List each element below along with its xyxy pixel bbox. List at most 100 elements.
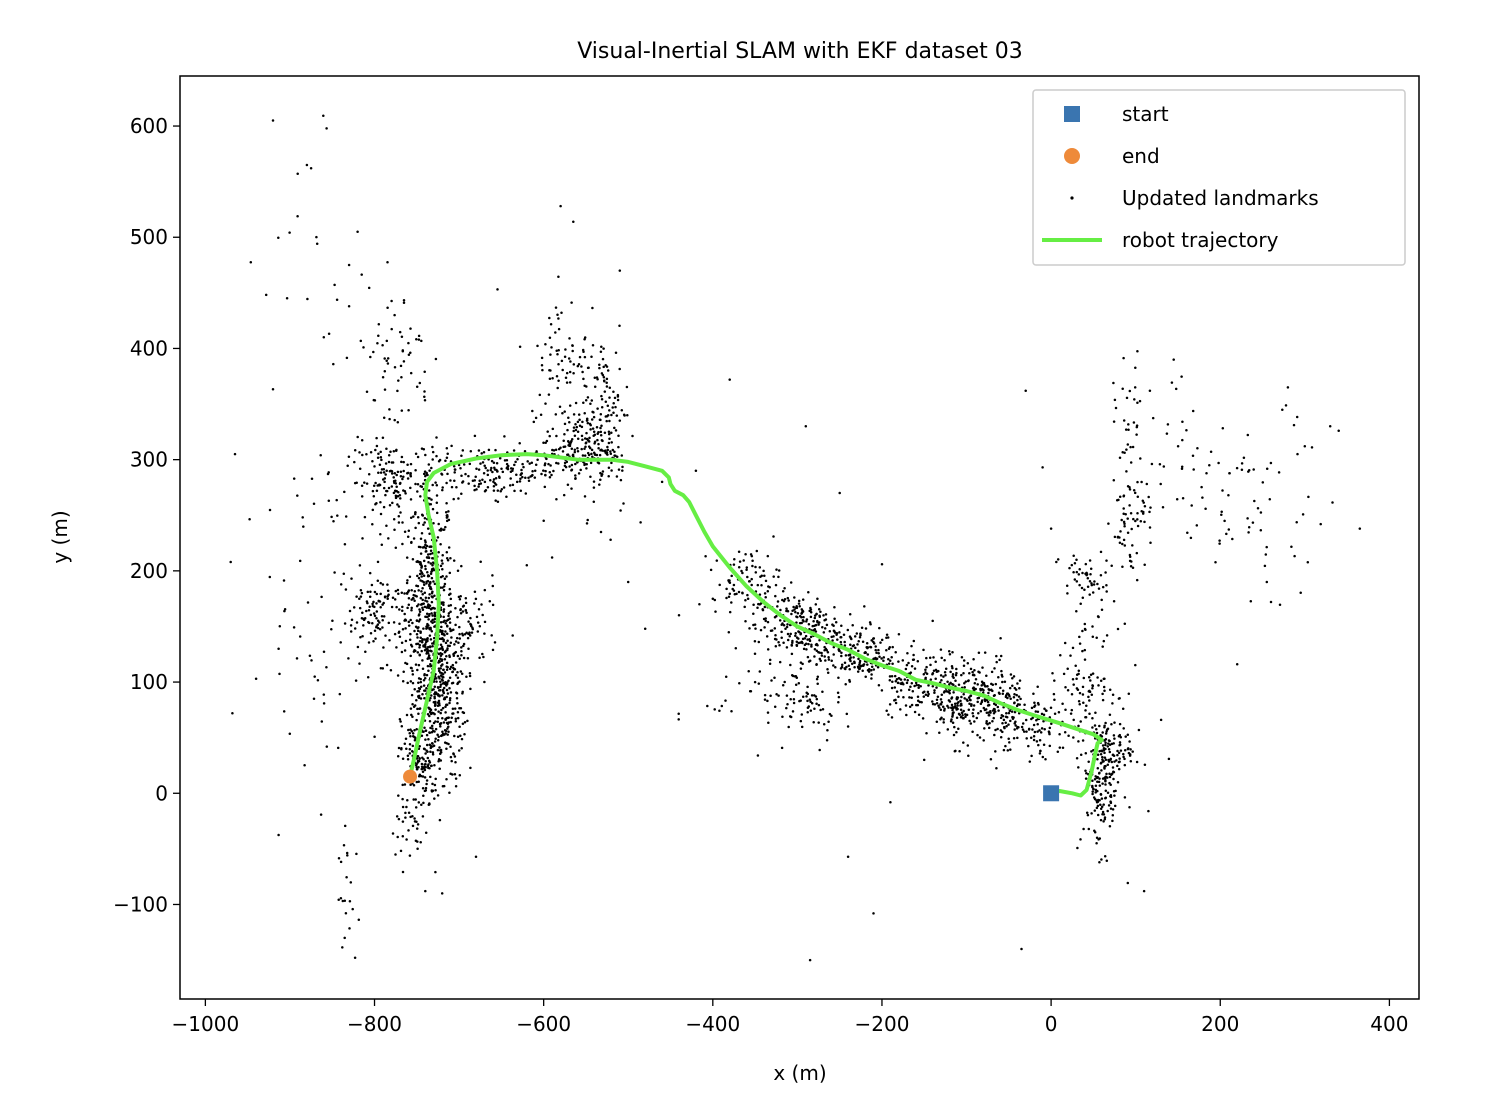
landmark-point [419,680,423,684]
landmark-point [442,603,445,607]
landmark-point [768,662,772,666]
landmark-point [766,554,770,558]
landmark-point [872,912,875,915]
landmark-point [1337,429,1340,432]
landmark-point [1122,520,1126,524]
landmark-point [572,371,575,375]
landmark-point [1037,743,1040,747]
landmark-point [444,711,447,714]
landmark-point [509,470,513,473]
landmark-point [756,606,759,609]
landmark-point [394,853,397,856]
landmark-point [1008,686,1012,690]
landmark-point [404,492,407,495]
landmark-point [1105,772,1108,776]
landmark-point [946,680,949,683]
landmark-point [952,733,956,737]
landmark-point [412,593,415,597]
landmark-point [1073,562,1077,565]
landmark-point [973,688,976,692]
landmark-point [396,420,400,424]
landmark-point [465,631,468,635]
landmark-point [374,637,377,640]
landmark-point [600,424,603,427]
landmark-point [1093,809,1097,812]
landmark-point [563,355,567,358]
landmark-point [415,385,419,388]
landmark-point [572,363,576,366]
landmark-point [428,593,431,596]
landmark-point [1130,560,1133,563]
landmark-point [592,486,596,489]
landmark-point [1071,678,1075,681]
landmark-point [454,674,458,677]
landmark-point [366,676,370,679]
landmark-point [1121,707,1125,711]
landmark-point [880,638,884,642]
landmark-point [744,598,747,602]
landmark-point [1136,518,1139,521]
landmark-point [571,344,574,347]
landmark-point [807,590,810,594]
landmark-point [1131,445,1135,449]
landmark-point [409,371,413,375]
landmark-point [931,700,934,703]
landmark-point [438,767,441,771]
landmark-point [599,433,603,437]
landmark-point [863,605,866,608]
landmark-point [1101,692,1104,696]
landmark-point [436,536,440,539]
landmark-point [447,730,450,733]
landmark-point [1021,728,1025,731]
landmark-point [1052,692,1056,696]
landmark-point [1131,566,1135,569]
landmark-point [994,703,998,707]
landmark-point [822,614,825,617]
landmark-point [1079,602,1082,605]
landmark-point [931,619,934,623]
landmark-point [1126,443,1130,446]
landmark-point [854,646,857,650]
robot-trajectory-line [408,452,1104,798]
landmark-point [824,659,827,662]
landmark-point [511,634,514,637]
landmark-point [1023,703,1026,706]
landmark-point [446,716,450,720]
landmark-point [741,591,744,595]
landmark-point [801,662,804,666]
landmark-point [401,542,404,546]
landmark-point [1269,461,1273,465]
landmark-point [907,688,911,692]
landmark-point [444,630,447,633]
landmark-point [433,783,437,787]
landmark-point [405,747,408,750]
landmark-point [910,703,914,707]
landmark-point [1072,683,1075,686]
landmark-point [423,516,427,520]
landmark-point [298,635,302,638]
landmark-point [401,783,404,787]
landmark-point [428,645,432,648]
landmark-point [460,454,463,457]
landmark-point [402,460,405,464]
landmark-point [574,477,577,480]
landmark-point [339,641,342,644]
landmark-point [367,286,371,290]
landmark-point [1037,703,1040,706]
landmark-point [423,470,427,473]
landmark-point [445,456,449,460]
landmark-point [416,482,420,486]
landmark-point [421,692,424,696]
landmark-point [773,627,777,630]
landmark-point [727,595,731,598]
landmark-point [600,472,604,476]
landmark-point [1128,553,1132,557]
landmark-point [962,692,965,696]
landmark-point [767,585,770,588]
landmark-point [440,625,443,629]
landmark-point [910,696,913,699]
landmark-point [453,755,457,758]
landmark-point [545,439,549,443]
landmark-point [478,479,481,482]
landmark-point [477,607,481,611]
